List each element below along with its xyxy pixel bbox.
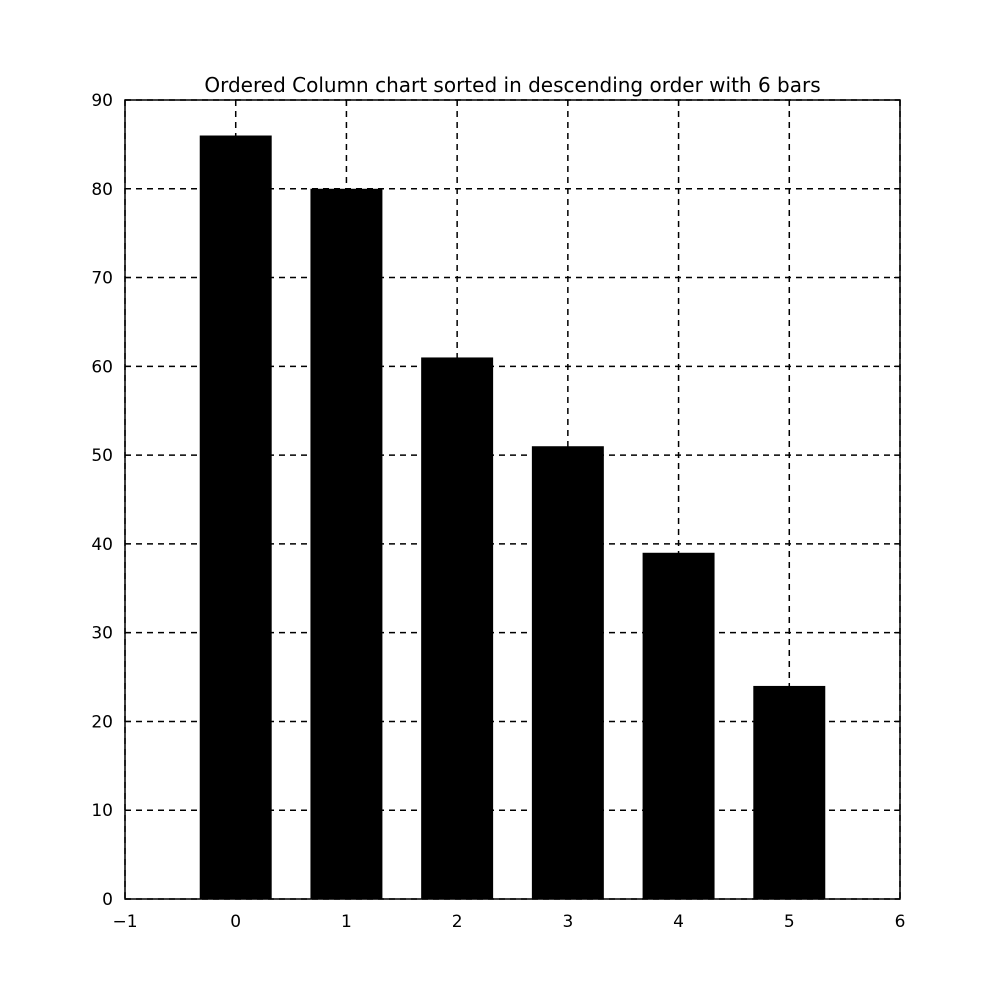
bar <box>642 552 715 899</box>
bar <box>199 135 272 899</box>
bar <box>531 446 604 899</box>
y-tick-label: 10 <box>91 801 113 821</box>
x-tick-label: 2 <box>452 912 463 932</box>
x-tick-label: 5 <box>784 912 795 932</box>
y-tick-label: 70 <box>91 269 113 289</box>
bar <box>310 188 383 899</box>
y-tick-label: 0 <box>102 890 113 910</box>
plot-frame <box>124 99 901 900</box>
x-tick-label: 4 <box>673 912 684 932</box>
y-tick-label: 40 <box>91 535 113 555</box>
x-tick-label: 3 <box>562 912 573 932</box>
x-tick-label: 6 <box>895 912 906 932</box>
bars <box>199 135 826 899</box>
y-tick-label: 80 <box>91 180 113 200</box>
bar <box>421 357 494 899</box>
x-tick-label: 0 <box>230 912 241 932</box>
axes <box>124 99 901 900</box>
x-tick-label: −1 <box>112 912 137 932</box>
y-tick-label: 20 <box>91 712 113 732</box>
x-tick-label: 1 <box>341 912 352 932</box>
chart-title: Ordered Column chart sorted in descendin… <box>204 73 820 97</box>
bar <box>753 685 826 899</box>
y-tick-label: 30 <box>91 624 113 644</box>
y-tick-label: 90 <box>91 91 113 111</box>
y-tick-label: 60 <box>91 357 113 377</box>
y-tick-label: 50 <box>91 446 113 466</box>
